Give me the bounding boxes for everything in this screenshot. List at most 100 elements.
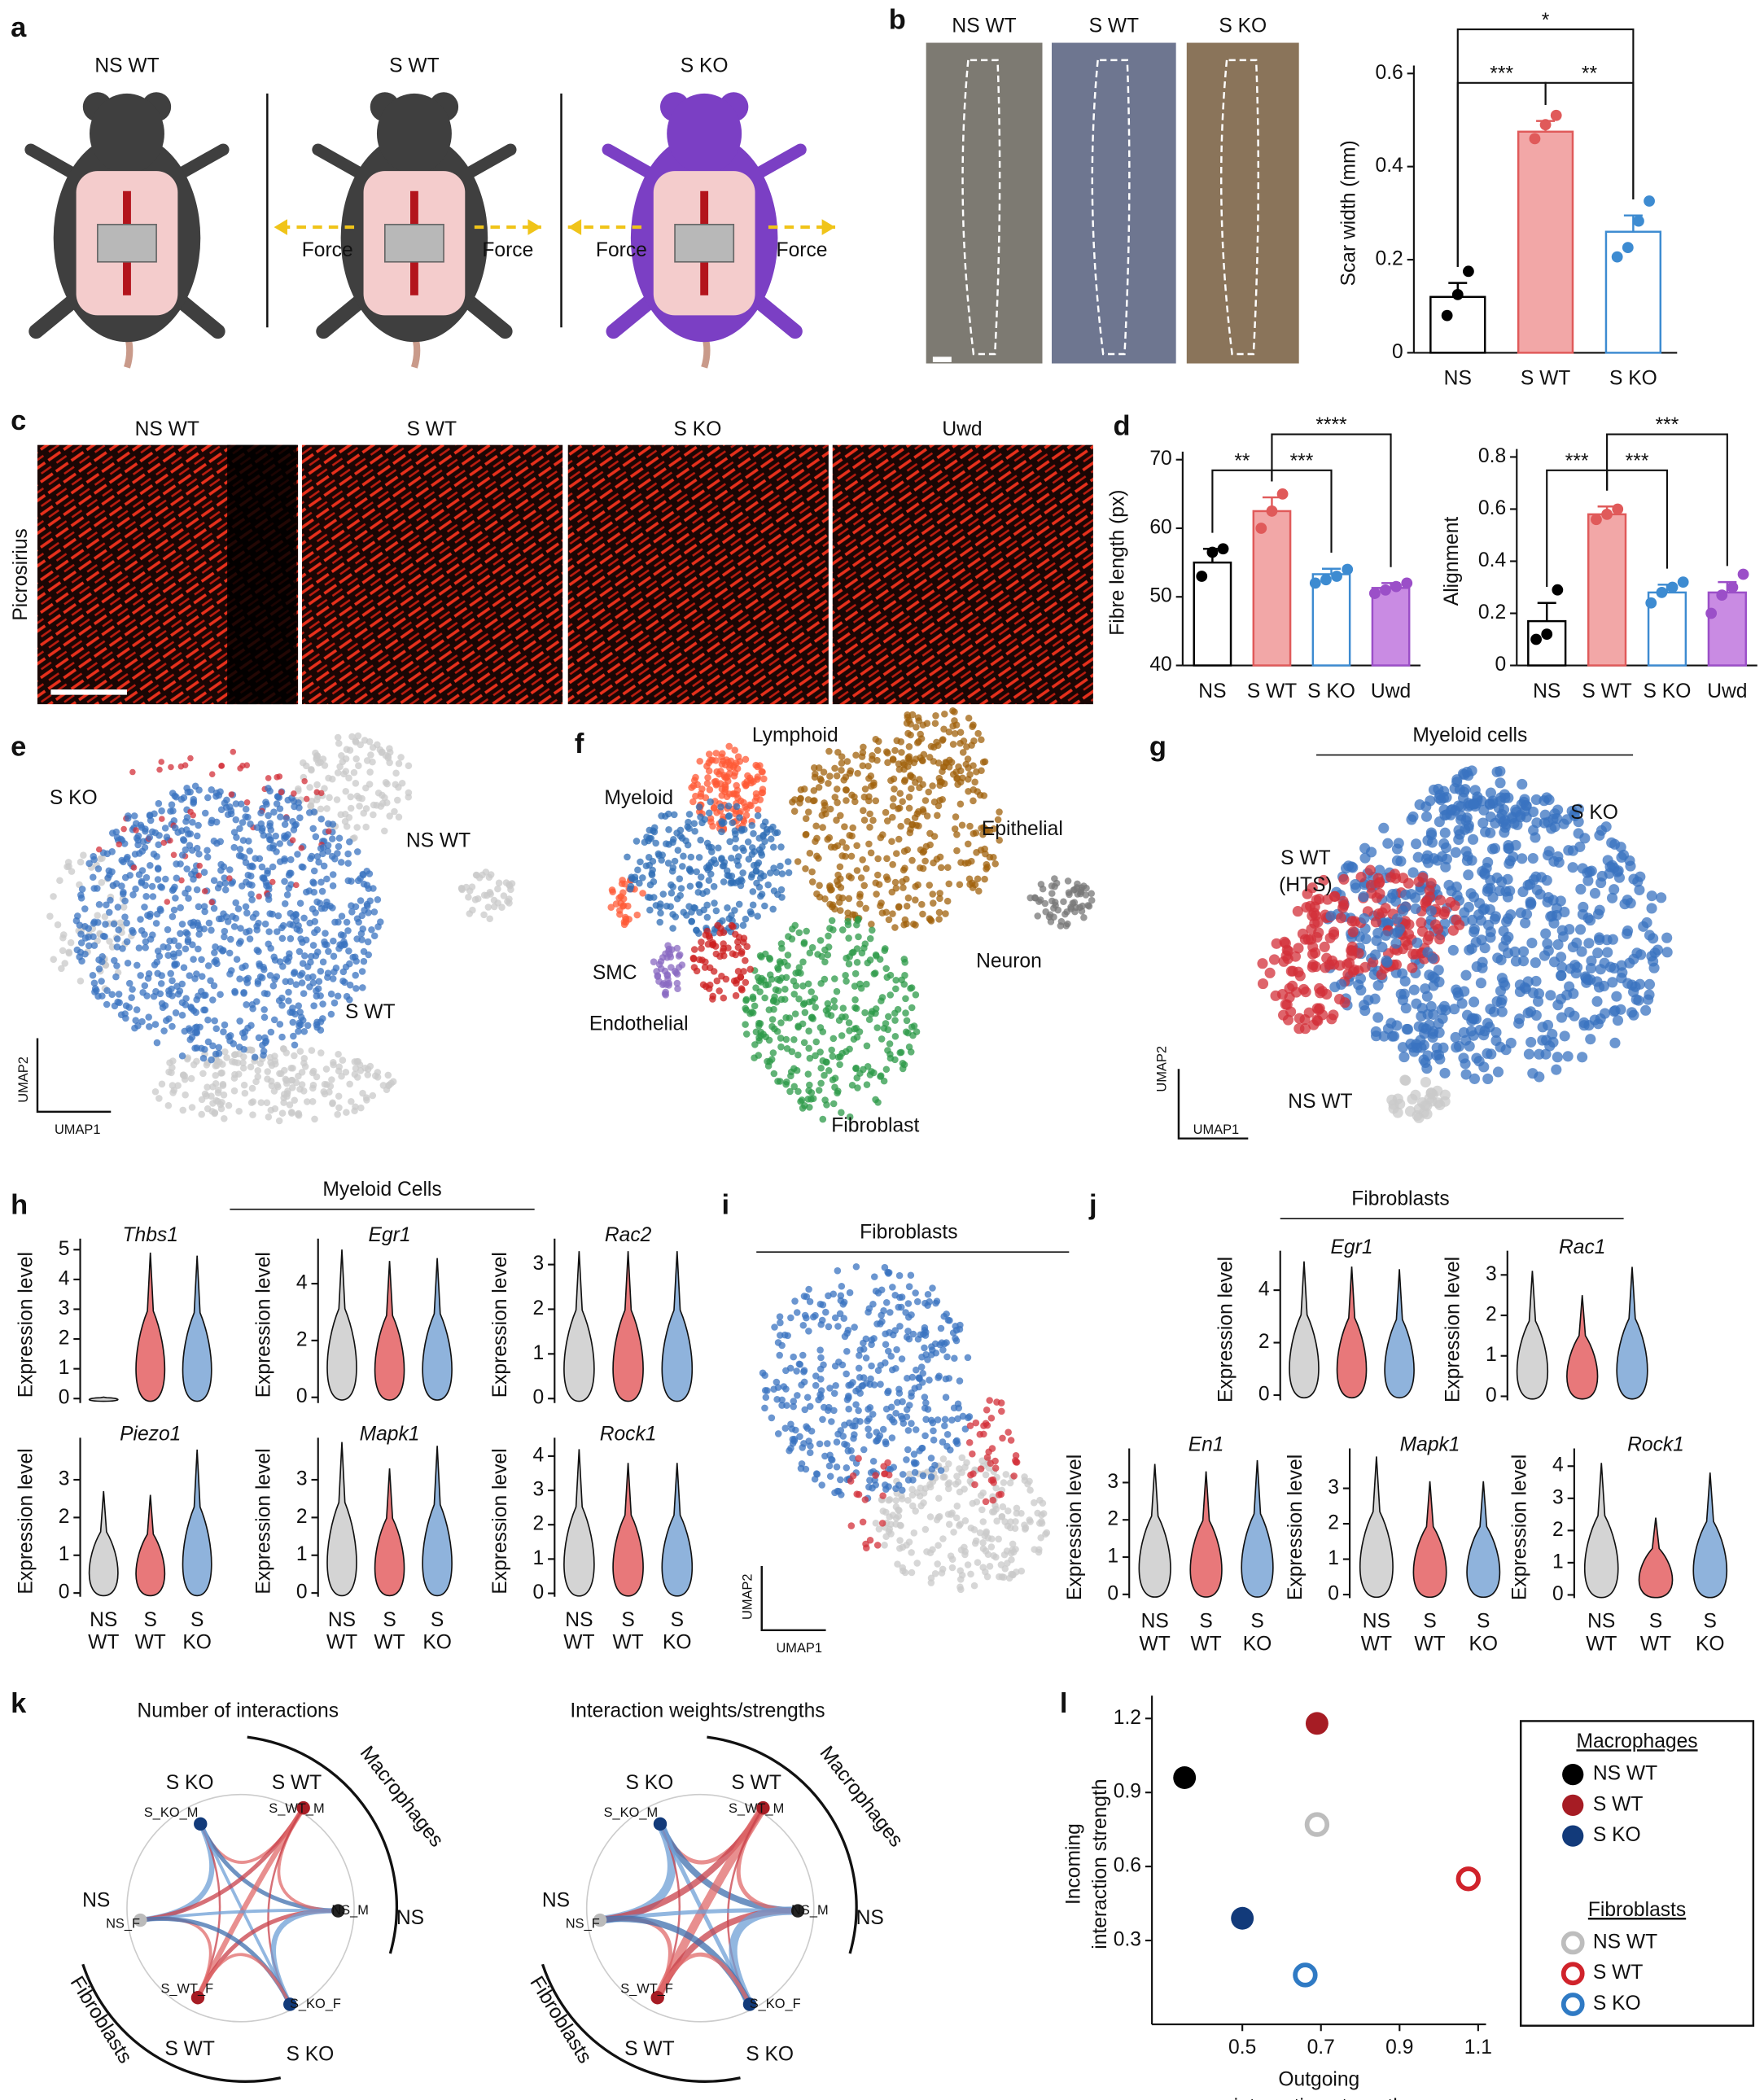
violin xyxy=(661,1251,694,1402)
umap-dot xyxy=(851,1323,858,1331)
umap-dot xyxy=(766,1057,773,1065)
umap-dot xyxy=(121,913,129,921)
umap-dot xyxy=(919,1379,926,1386)
umap-dot xyxy=(829,926,837,934)
umap-dot xyxy=(761,1404,768,1412)
umap-dot xyxy=(664,860,672,867)
umap-dot xyxy=(720,940,727,947)
cluster-label: Epithelial xyxy=(982,818,1063,840)
umap-dot xyxy=(951,825,959,833)
umap-dot xyxy=(757,870,764,877)
umap-dot xyxy=(797,786,805,794)
umap-dot xyxy=(1525,1036,1537,1048)
umap-dot xyxy=(178,1052,186,1060)
umap-dot xyxy=(869,816,877,825)
umap-dot xyxy=(317,904,326,912)
umap-dot xyxy=(966,1422,974,1429)
umap-dot xyxy=(837,907,844,914)
umap-dot xyxy=(180,964,188,972)
x-tick-label: WT xyxy=(1190,1633,1221,1655)
umap-dot xyxy=(247,1063,255,1071)
umap-dot xyxy=(970,1582,978,1590)
umap-dot xyxy=(773,998,781,1006)
umap-dot xyxy=(808,1089,816,1096)
umap-dot xyxy=(921,1432,929,1440)
umap-dot xyxy=(175,949,182,956)
umap-dot xyxy=(158,759,165,765)
umap-dot xyxy=(151,961,159,969)
umap-dot xyxy=(915,822,922,829)
umap-dot xyxy=(1544,1040,1556,1052)
umap-dot xyxy=(313,987,320,995)
umap-dot xyxy=(703,913,711,921)
umap-dot xyxy=(899,1398,906,1406)
umap-dot xyxy=(1009,1571,1017,1578)
y-tick-label: 0 xyxy=(1392,341,1403,363)
x-tick-label: NS xyxy=(565,1609,593,1631)
umap-dot xyxy=(652,902,660,909)
umap-dot xyxy=(796,1361,804,1368)
umap-dot xyxy=(1635,871,1646,882)
umap-dot xyxy=(889,1284,896,1291)
umap-dot xyxy=(392,769,400,777)
umap-dot xyxy=(1574,924,1587,935)
x-tick-label: S KO xyxy=(1644,680,1692,702)
umap-dot xyxy=(941,1422,948,1429)
x-tick-label: KO xyxy=(182,1632,212,1654)
umap-dot xyxy=(310,867,318,875)
umap-dot xyxy=(707,756,715,764)
umap-dot xyxy=(1477,956,1488,968)
umap-dot xyxy=(480,911,488,919)
umap-dot xyxy=(736,814,743,821)
umap-dot xyxy=(1517,956,1530,967)
umap-dot xyxy=(896,1537,904,1544)
umap-dot xyxy=(928,1465,936,1473)
umap-dot xyxy=(803,927,810,935)
umap-dot xyxy=(650,828,659,836)
umap-dot xyxy=(626,886,634,893)
umap-dot xyxy=(718,828,725,836)
umap-dot xyxy=(103,1000,111,1008)
umap-dot xyxy=(701,964,709,971)
umap-dot xyxy=(812,822,820,830)
umap-dot xyxy=(921,857,929,865)
umap-dot xyxy=(1535,872,1547,883)
umap-dot xyxy=(201,809,209,817)
umap-dot xyxy=(95,846,103,853)
umap-dot xyxy=(805,1285,812,1293)
umap-dot xyxy=(876,956,884,963)
umap-dot xyxy=(900,777,908,785)
umap-dot xyxy=(158,807,165,815)
umap-dot xyxy=(1430,1049,1442,1061)
umap-dot xyxy=(1468,798,1479,810)
umap-dot xyxy=(738,950,746,957)
y-tick-label: 0.8 xyxy=(1478,445,1506,467)
umap-dot xyxy=(951,730,959,737)
y-tick-label: 3 xyxy=(1328,1477,1339,1498)
umap-dot xyxy=(129,891,137,899)
umap-dot xyxy=(98,978,105,985)
umap-dot xyxy=(1545,990,1556,1001)
umap-dot xyxy=(173,874,181,882)
label: UMAP2 xyxy=(741,1573,755,1620)
umap-dot xyxy=(867,772,875,780)
umap-dot xyxy=(1460,846,1472,857)
umap-dot xyxy=(770,864,777,872)
umap-dot xyxy=(147,910,154,918)
umap-dot xyxy=(281,899,289,908)
y-axis-label: Expression level xyxy=(253,1252,275,1398)
data-point xyxy=(1266,505,1278,517)
umap-dot xyxy=(695,956,703,964)
umap-dot xyxy=(921,797,930,804)
umap-dot xyxy=(890,795,897,803)
umap-dot xyxy=(847,852,856,860)
umap-dot xyxy=(778,1341,786,1350)
umap-dot xyxy=(353,1074,361,1081)
umap-dot xyxy=(313,1073,321,1081)
umap-dot xyxy=(812,1311,819,1319)
umap-dot xyxy=(1439,1067,1451,1078)
y-tick-label: 3 xyxy=(1486,1263,1497,1285)
umap-dot xyxy=(1609,1006,1620,1017)
umap-dot xyxy=(793,1367,800,1375)
umap-dot xyxy=(929,1284,936,1292)
